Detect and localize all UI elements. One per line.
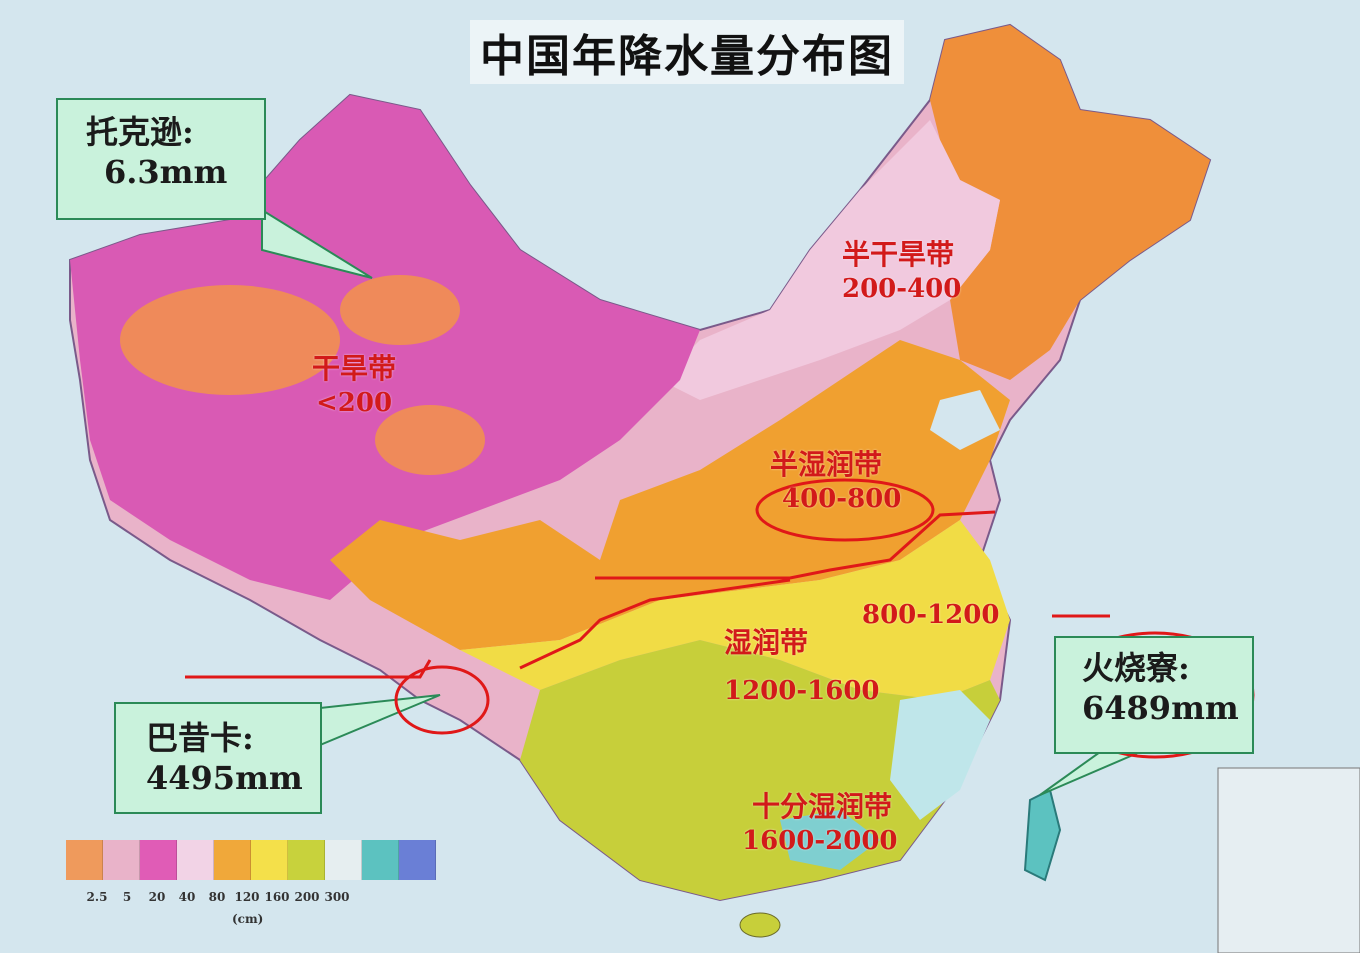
- zone-range: 800-1200: [862, 600, 1000, 630]
- zone-range: 200-400: [842, 274, 962, 304]
- legend-tick: 5: [122, 890, 132, 904]
- map-title: 中国年降水量分布图: [470, 20, 904, 84]
- callout-value: 4495mm: [146, 759, 303, 797]
- zone-label-humid-800: 800-1200: [862, 598, 999, 632]
- legend-tick: 200: [294, 890, 320, 904]
- south-china-sea-inset: [1217, 767, 1360, 953]
- tarim-basin: [120, 285, 340, 395]
- tuokexun-pointer: [261, 208, 373, 279]
- zone-name: 干旱带: [312, 352, 397, 385]
- semi-arid-band: [660, 120, 1000, 400]
- legend-unit: (cm): [232, 912, 264, 926]
- legend-swatch: [399, 840, 436, 880]
- zone-label-humid: 湿润带 1200-1600: [724, 626, 880, 708]
- callout-name: 火烧寮:: [1082, 649, 1190, 687]
- legend-tick: 120: [234, 890, 260, 904]
- legend-swatch: [362, 840, 399, 880]
- zone-label-semi-arid: 半干旱带 200-400: [842, 238, 961, 306]
- hainan-island: [739, 912, 781, 938]
- northeast-region: [930, 25, 1210, 380]
- callout-value: 6489mm: [1082, 689, 1239, 727]
- very-humid-patch-east: [890, 690, 990, 820]
- callout-value: 6.3mm: [104, 153, 228, 191]
- zone-range: 1200-1600: [724, 676, 880, 706]
- legend-tick: 160: [264, 890, 290, 904]
- zone-range: <200: [316, 388, 393, 418]
- legend-swatches: [66, 840, 436, 880]
- zone-name: 十分湿润带: [752, 790, 893, 823]
- callout-tuokexun: 托克逊: 6.3mm: [56, 98, 266, 220]
- zone-name: 半湿润带: [770, 448, 883, 481]
- legend-swatch: [103, 840, 140, 880]
- legend-tick: 20: [148, 890, 166, 904]
- legend: 2.5 5 20 40 80 120 160 200 300 (cm): [62, 838, 442, 938]
- legend-swatch: [251, 840, 288, 880]
- legend-tick: 2.5: [86, 890, 108, 904]
- humid-region-south: [520, 640, 1000, 900]
- legend-swatch: [325, 840, 362, 880]
- semi-humid-band: [330, 340, 1010, 650]
- legend-swatch: [214, 840, 251, 880]
- legend-swatch: [140, 840, 177, 880]
- zone-range: 1600-2000: [742, 826, 898, 856]
- legend-ticks: 2.5 5 20 40 80 120 160 200 300: [82, 890, 352, 904]
- bohai-sea: [930, 390, 1000, 450]
- ellipse-400-800: [755, 478, 935, 542]
- zone-label-semi-humid: 半湿润带 400-800: [770, 448, 901, 516]
- legend-swatch: [66, 840, 103, 880]
- zone-label-very-humid: 十分湿润带 1600-2000: [742, 790, 898, 858]
- zone-name: 半干旱带: [842, 238, 955, 271]
- line-boundary-mid: [519, 578, 791, 670]
- line-boundary-north: [595, 510, 996, 580]
- zone-name: 湿润带: [724, 626, 809, 659]
- arid-west-region: [70, 95, 700, 600]
- legend-tick: 300: [324, 890, 350, 904]
- callout-name: 巴昔卡:: [146, 719, 254, 757]
- line-west: [185, 659, 432, 679]
- legend-tick: 40: [178, 890, 196, 904]
- zone-label-arid: 干旱带 <200: [312, 352, 396, 420]
- callout-baxika: 巴昔卡: 4495mm: [114, 702, 322, 814]
- callout-huoshaoliao: 火烧寮: 6489mm: [1054, 636, 1254, 754]
- qaidam-basin: [375, 405, 485, 475]
- legend-swatch: [288, 840, 325, 880]
- zone-range: 400-800: [782, 484, 902, 514]
- ellipse-baxika: [394, 665, 490, 735]
- legend-tick: 80: [208, 890, 226, 904]
- turpan-basin: [340, 275, 460, 345]
- humid-region-north: [460, 520, 1010, 700]
- callout-name: 托克逊:: [86, 113, 194, 151]
- very-humid-patch-south: [780, 810, 880, 870]
- legend-swatch: [177, 840, 214, 880]
